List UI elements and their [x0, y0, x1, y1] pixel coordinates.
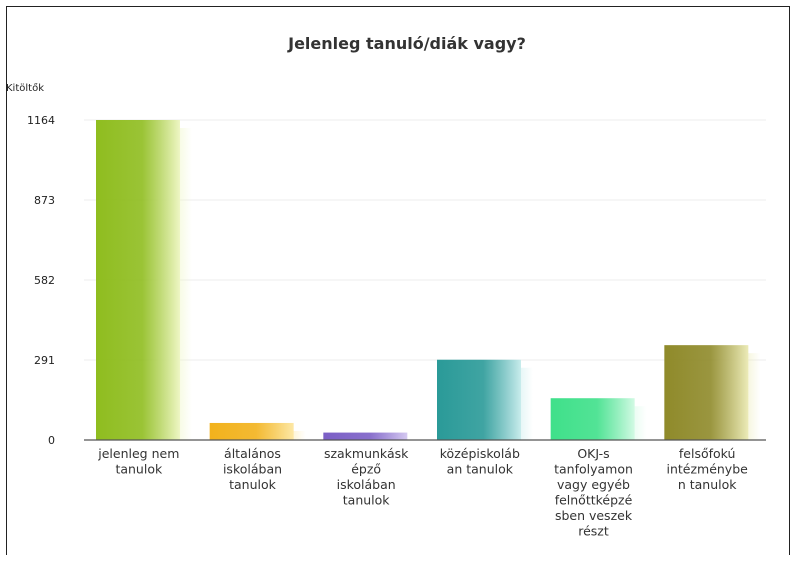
x-tick-label: intézménybe	[666, 462, 748, 477]
bar-shadow	[632, 406, 647, 440]
bar	[96, 120, 180, 440]
x-tick-label: tanulok	[115, 462, 163, 477]
x-tick-label: OKJ-s	[577, 446, 609, 461]
bar-shadow	[178, 128, 192, 440]
x-tick-label: iskolában	[337, 477, 396, 492]
x-tick-label: felnőttképzé	[555, 493, 633, 508]
x-tick-label: tanulok	[229, 477, 277, 492]
x-tick-label: tanulok	[343, 493, 391, 508]
x-tick-label: an tanulok	[447, 462, 514, 477]
x-tick-label: iskolában	[223, 462, 282, 477]
x-tick-label: középiskoláb	[440, 446, 520, 461]
y-tick-label: 873	[34, 194, 55, 207]
x-tick-label: n tanulok	[678, 477, 737, 492]
y-tick-label: 582	[34, 274, 55, 287]
x-tick-label: tanfolyamon	[554, 462, 633, 477]
y-tick-label: 291	[34, 354, 55, 367]
bar	[664, 345, 749, 440]
chart-title: Jelenleg tanuló/diák vagy?	[287, 34, 526, 53]
x-tick-label: szakmunkásk	[324, 446, 409, 461]
bar	[437, 359, 521, 440]
bars	[96, 120, 761, 440]
y-tick-label: 0	[48, 434, 55, 447]
x-tick-label: sben veszek	[555, 508, 633, 523]
bar-shadow	[519, 367, 533, 440]
x-tick-label: épző	[351, 462, 381, 477]
x-axis-labels: jelenleg nemtanulokáltalánosiskolábantan…	[97, 446, 748, 539]
grid-lines	[84, 119, 766, 361]
y-axis-ticks: 0 291 582 873 1164	[27, 114, 55, 447]
x-tick-label: általános	[224, 446, 281, 461]
bar-shadow	[746, 353, 761, 440]
x-tick-label: jelenleg nem	[97, 446, 179, 461]
bar	[550, 398, 635, 440]
bar	[209, 422, 294, 440]
bar	[323, 432, 408, 440]
bar-shadow	[291, 430, 306, 440]
y-axis-label: Kitöltők	[6, 82, 44, 94]
y-tick-label: 1164	[27, 114, 55, 127]
x-tick-label: felsőfokú	[679, 446, 736, 461]
x-tick-label: vagy egyéb	[557, 477, 630, 492]
x-tick-label: részt	[578, 524, 609, 539]
